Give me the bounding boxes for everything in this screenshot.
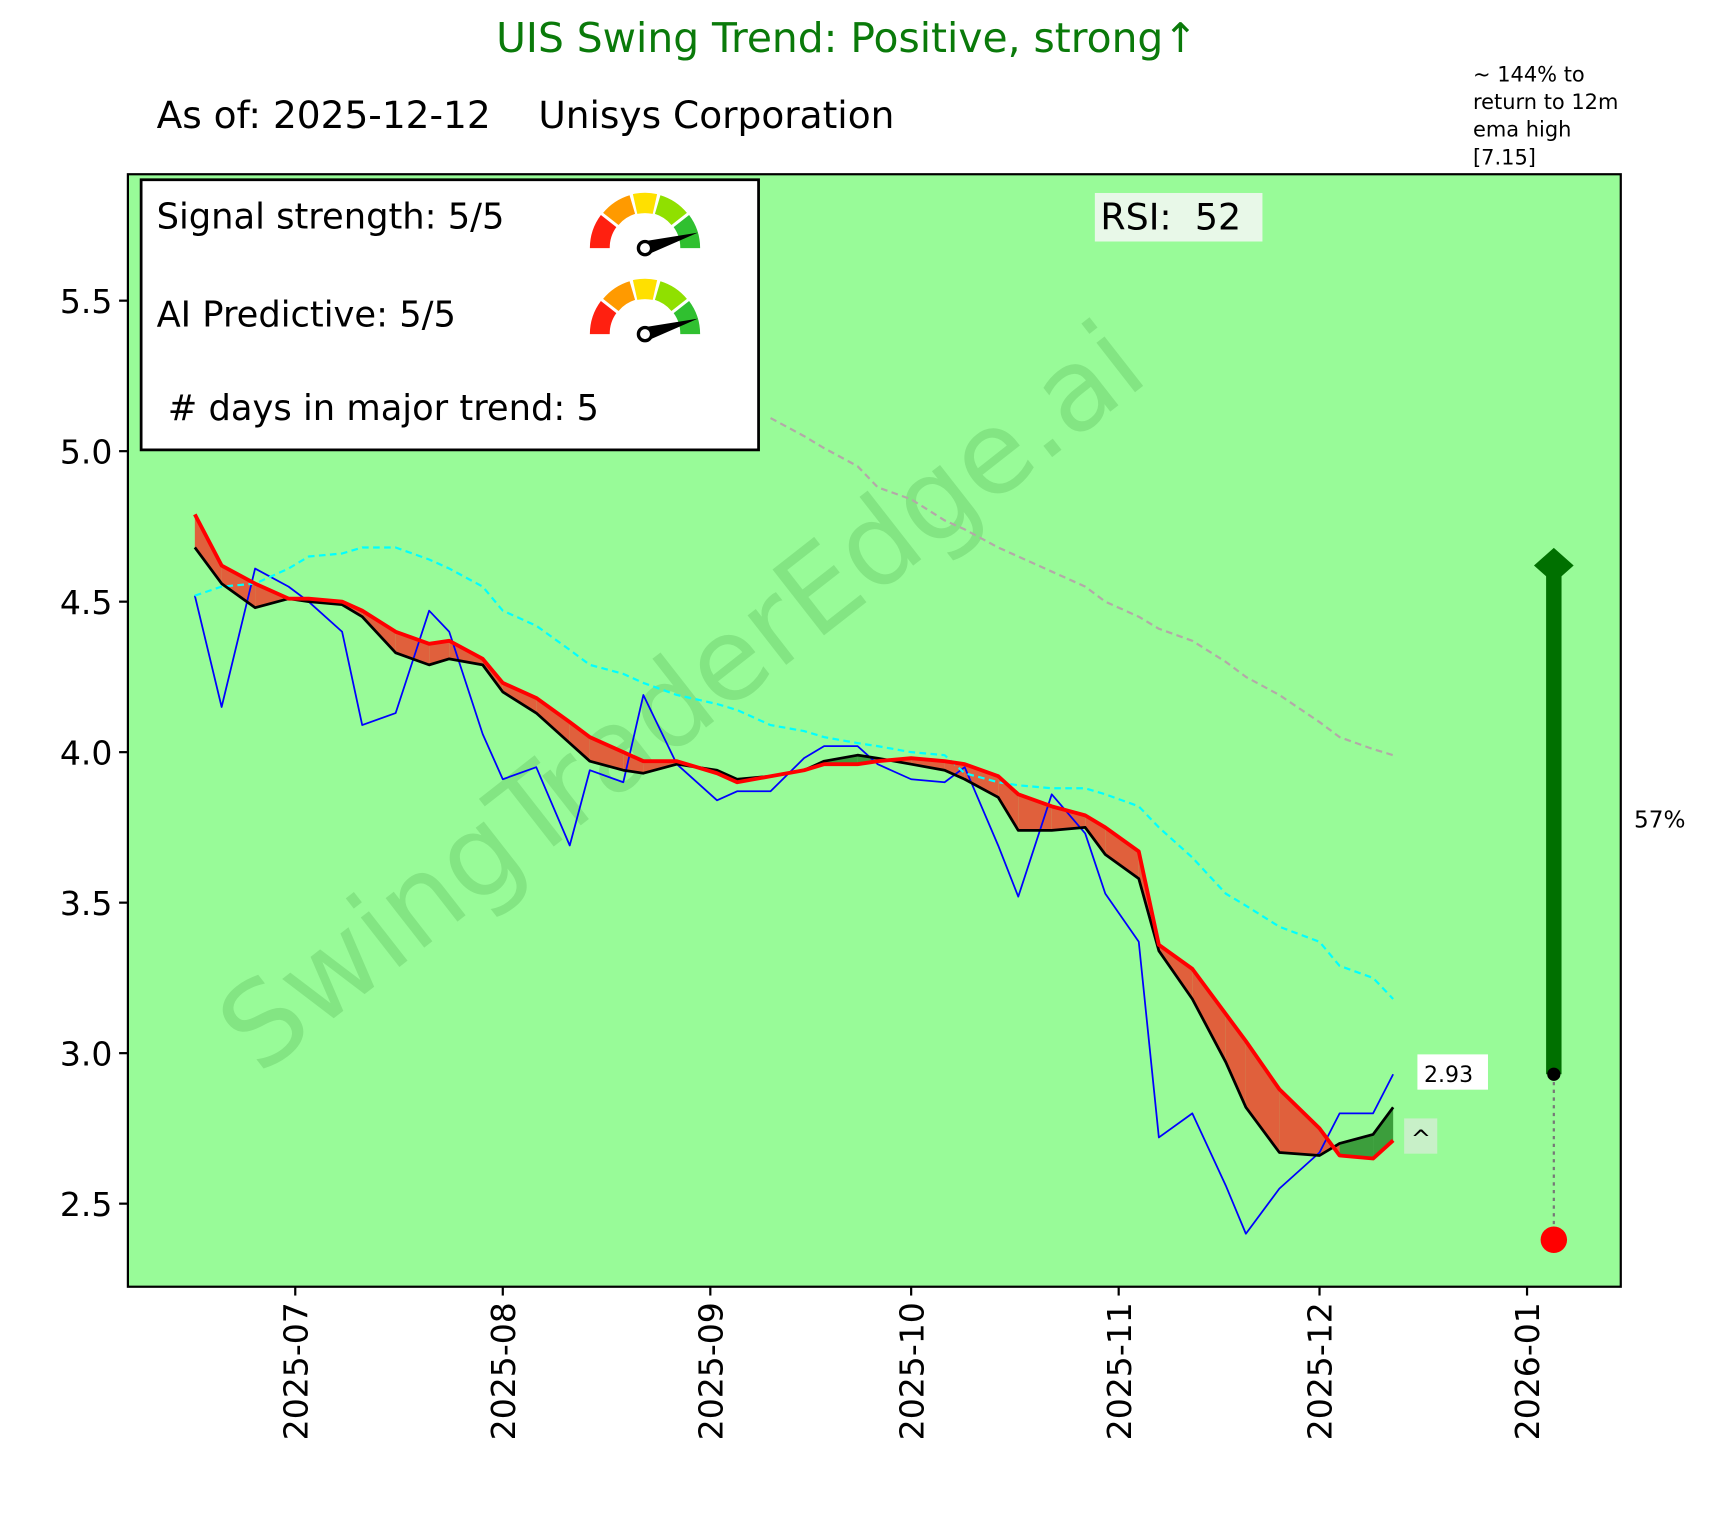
x-tick-label: 2025-08	[484, 1302, 523, 1440]
trend-fill	[1279, 1089, 1320, 1156]
x-tick-label: 2025-11	[1100, 1302, 1139, 1440]
current-dot	[1547, 1067, 1561, 1081]
series-line	[770, 417, 1394, 757]
price-label: 2.93	[1424, 1063, 1473, 1088]
rsi-box	[1094, 192, 1263, 242]
y-tick-label: 4.0	[60, 733, 113, 772]
y-tick-label: 5.5	[60, 282, 113, 321]
trend-fill	[589, 737, 624, 771]
target-head	[1533, 547, 1574, 584]
trend-fill	[502, 682, 537, 714]
trend-fill	[1245, 1041, 1280, 1153]
legend-text: AI Predictive: 5/5	[157, 294, 456, 335]
chart-title: UIS Swing Trend: Positive, strong↑	[496, 14, 1197, 62]
series-line	[193, 567, 1394, 1235]
trend-fill	[964, 764, 999, 798]
x-tick-label: 2025-12	[1301, 1302, 1340, 1440]
y-tick-label: 4.5	[60, 583, 113, 622]
trend-fill	[1192, 968, 1226, 1063]
corner-note: ~ 144% to	[1473, 63, 1585, 87]
legend-box	[139, 178, 760, 452]
legend-text: Signal strength: 5/5	[157, 196, 505, 237]
y-tick-label: 5.0	[60, 432, 113, 471]
trend-fill	[536, 697, 570, 744]
trend-marker: ^	[1411, 1124, 1431, 1153]
corner-note: return to 12m	[1473, 90, 1618, 114]
trend-fill	[221, 565, 256, 608]
rsi-label: RSI: 52	[1100, 195, 1241, 238]
marker-box	[1404, 1118, 1438, 1154]
trend-fill	[395, 631, 430, 665]
trend-fill	[255, 583, 289, 608]
low-dot	[1540, 1226, 1568, 1254]
trend-fill	[1373, 1107, 1394, 1159]
trend-fill	[944, 761, 965, 780]
legend-text: # days in major trend: 5	[157, 388, 599, 429]
corner-note: ema high	[1473, 118, 1571, 142]
trend-fill	[1339, 1134, 1374, 1159]
x-tick-label: 2025-10	[892, 1302, 931, 1440]
x-tick-label: 2025-09	[691, 1302, 730, 1440]
gauge	[589, 278, 701, 343]
trend-fill	[429, 640, 450, 665]
trend-fill	[1105, 827, 1139, 879]
subtitle: As of: 2025-12-12 Unisys Corporation	[157, 93, 895, 137]
trend-fill	[569, 722, 590, 762]
plot-frame	[126, 173, 1622, 1288]
corner-note: [7.15]	[1473, 145, 1536, 169]
x-tick-label: 2025-07	[276, 1302, 315, 1440]
data-layer: 2.93 ^	[193, 417, 1574, 1254]
y-tick-label: 2.5	[60, 1185, 113, 1224]
x-tick-label: 2026-01	[1508, 1302, 1547, 1440]
gauge	[589, 192, 701, 257]
target-label: 57%	[1634, 808, 1685, 834]
trend-fill	[194, 514, 222, 584]
series-line	[194, 546, 1394, 1000]
y-tick-label: 3.5	[60, 884, 113, 923]
price-label-box	[1417, 1054, 1488, 1090]
series-line	[193, 513, 1395, 1161]
y-tick-label: 3.0	[60, 1034, 113, 1073]
